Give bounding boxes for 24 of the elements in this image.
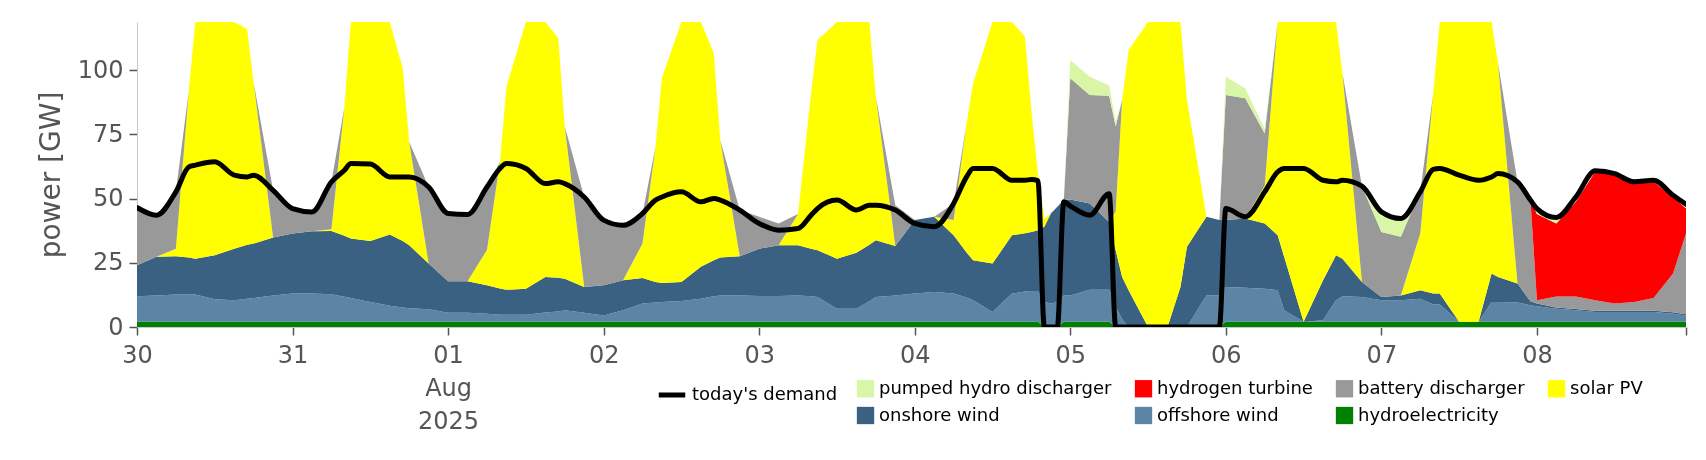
x-tick-label: 05	[1055, 340, 1087, 369]
x-tick-label: 06	[1211, 340, 1242, 369]
x-tick-label: 30	[122, 340, 153, 369]
x-tick-label: 01 Aug 2025	[418, 340, 480, 435]
legend-label: offshore wind	[1157, 403, 1279, 425]
legend-label: today's demand	[692, 383, 838, 404]
x-tick-label: 08	[1522, 340, 1553, 369]
x-tick-label: 04	[899, 340, 931, 369]
legend-label: hydroelectricity	[1358, 403, 1499, 425]
x-tick-label: 03	[744, 340, 775, 369]
legend-label: solar PV	[1570, 376, 1644, 398]
x-tick-label: 31	[277, 340, 309, 369]
y-axis-title: power [GW]	[33, 91, 67, 259]
x-tick-label: 07	[1366, 340, 1398, 369]
legend-label: pumped hydro discharger	[879, 376, 1112, 398]
y-tick-label: 75	[92, 119, 124, 148]
legend-label: onshore wind	[879, 403, 1000, 425]
x-tick-label: 02	[588, 340, 620, 369]
y-tick-label: 0	[108, 312, 124, 341]
y-tick-label: 100	[77, 55, 124, 84]
y-tick-label: 50	[92, 184, 124, 213]
legend-label: hydrogen turbine	[1157, 376, 1313, 398]
y-tick-label: 25	[92, 248, 124, 277]
legend-label: battery discharger	[1358, 376, 1526, 398]
